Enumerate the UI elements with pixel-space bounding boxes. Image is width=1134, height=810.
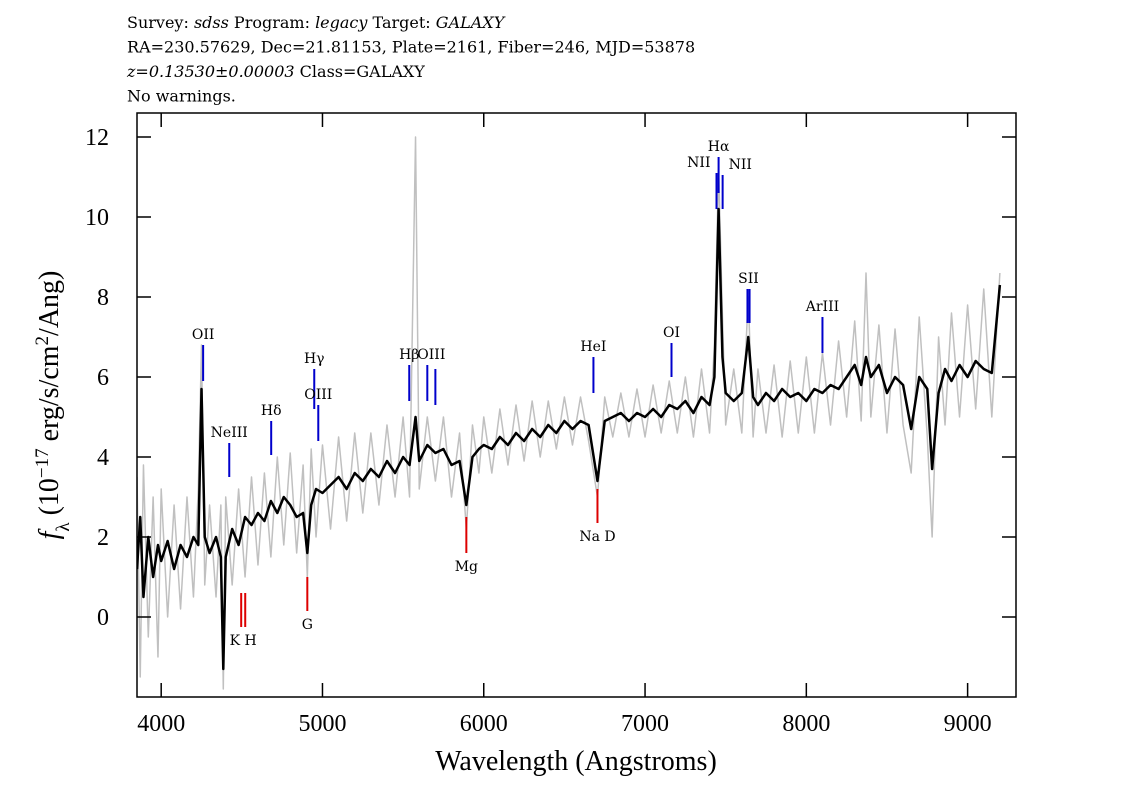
header-text: Class=GALAXY [300, 62, 426, 81]
header-text: Survey: [127, 13, 189, 32]
spectrum-line [137, 207, 1002, 671]
y-axis-label: fλ (10−17 erg/s/cm2/Ang) [32, 271, 74, 540]
header-text: No warnings. [127, 87, 236, 106]
line-label: K H [230, 633, 257, 649]
y-label-part: −17 [32, 448, 53, 478]
y-tick-label: 4 [97, 445, 109, 471]
line-label: NeIII [211, 425, 248, 441]
y-tick-label: 0 [97, 605, 109, 631]
header-line: RA=230.57629, Dec=21.81153, Plate=2161, … [127, 38, 695, 57]
header-text: sdss [194, 13, 229, 32]
line-label: OIII [304, 387, 332, 403]
line-label: OII [192, 327, 215, 343]
header: Survey: sdss Program: legacy Target: GAL… [126, 13, 695, 106]
x-tick-label: 8000 [782, 711, 830, 737]
header-text: RA=230.57629, Dec=21.81153, Plate=2161, … [127, 38, 695, 57]
header-text: Program: [234, 13, 310, 32]
line-label: Hγ [304, 351, 325, 367]
y-label-part: (10 [34, 478, 65, 522]
line-label: OI [663, 325, 680, 341]
line-label: Hβ [399, 347, 419, 363]
line-label: Hα [708, 139, 730, 155]
header-text: GALAXY [436, 13, 506, 32]
header-line: No warnings. [127, 87, 236, 106]
y-tick-label: 6 [97, 365, 109, 391]
y-label-part: /Ang) [34, 271, 65, 336]
x-tick-label: 4000 [137, 711, 185, 737]
y-tick-label: 10 [85, 205, 109, 231]
y-tick-label: 12 [85, 125, 109, 151]
line-label: NII [729, 157, 752, 173]
x-axis-label: Wavelength (Angstroms) [435, 746, 717, 777]
header-text: Target: [373, 13, 431, 32]
header-line: z=0.13530±0.00003 Class=GALAXY [126, 62, 425, 81]
y-label-part: λ [53, 522, 74, 532]
y-tick-label: 2 [97, 525, 109, 551]
line-label: ArIII [805, 299, 839, 315]
line-label: Mg [455, 559, 478, 575]
line-label: HeI [580, 339, 606, 355]
header-text: legacy [315, 13, 368, 32]
y-label-part: f [34, 528, 65, 539]
line-label: G [302, 617, 313, 633]
line-label: SII [738, 271, 759, 287]
spectrum-line [137, 136, 1001, 690]
y-label-part: 2 [32, 336, 53, 346]
x-tick-label: 6000 [460, 711, 508, 737]
y-tick-label: 8 [97, 285, 109, 311]
line-label: Hδ [261, 403, 282, 419]
plot-frame [136, 112, 1017, 698]
header-text: z=0.13530±0.00003 [126, 62, 295, 81]
line-label: Na D [579, 529, 615, 545]
line-label: OIII [417, 347, 445, 363]
line-label: NII [687, 155, 710, 171]
x-tick-label: 9000 [944, 711, 992, 737]
series-group [137, 136, 1002, 690]
y-label-part: erg/s/cm [34, 345, 65, 448]
x-tick-label: 7000 [621, 711, 669, 737]
x-tick-label: 5000 [298, 711, 346, 737]
header-line: Survey: sdss Program: legacy Target: GAL… [127, 13, 506, 32]
